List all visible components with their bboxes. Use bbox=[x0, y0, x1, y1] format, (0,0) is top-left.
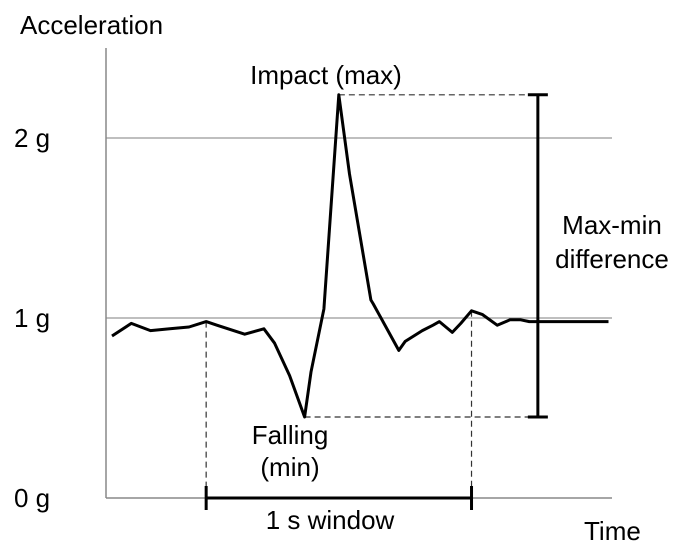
y-tick-label: 2 g bbox=[14, 123, 50, 153]
acceleration-series-line bbox=[111, 93, 609, 419]
annotation-lines bbox=[204, 93, 548, 510]
falling-label-line1: Falling bbox=[252, 420, 329, 450]
impact-label: Impact (max) bbox=[250, 60, 402, 90]
gridlines bbox=[106, 137, 612, 319]
falling-label-line2: (min) bbox=[260, 452, 319, 482]
y-axis-label: Acceleration bbox=[20, 10, 163, 40]
difference-label-line1: Max-min bbox=[562, 210, 662, 240]
y-tick-labels: 0 g 1 g 2 g bbox=[14, 123, 50, 513]
difference-label-line2: difference bbox=[555, 244, 669, 274]
window-label: 1 s window bbox=[266, 505, 395, 535]
x-axis-label: Time bbox=[584, 516, 641, 546]
y-tick-label: 0 g bbox=[14, 483, 50, 513]
y-tick-label: 1 g bbox=[14, 303, 50, 333]
